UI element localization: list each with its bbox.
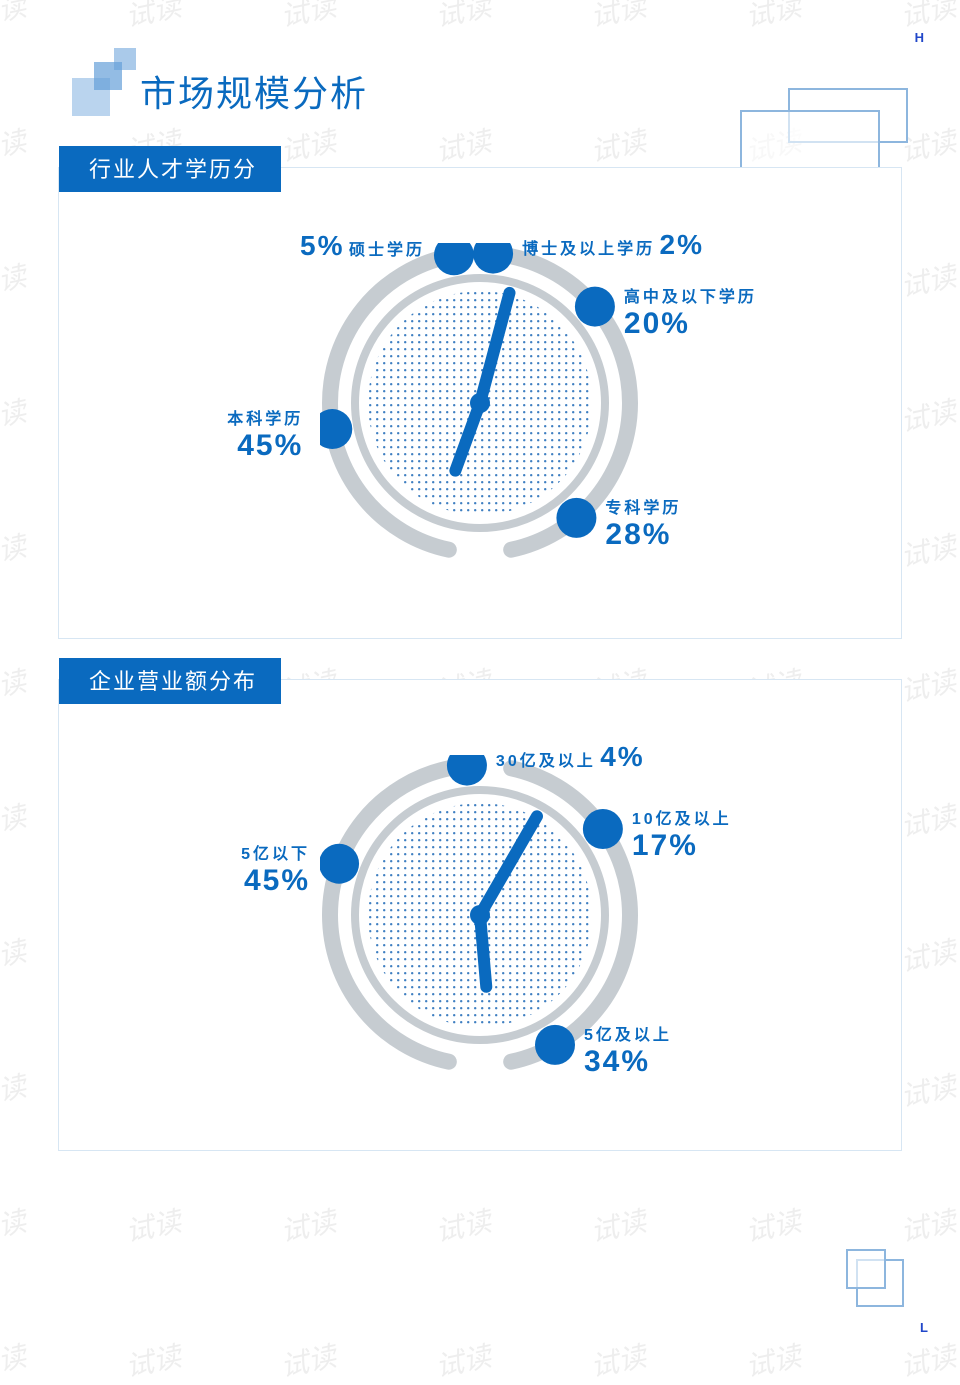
chart-datapoint: 5亿及以上34% (584, 1021, 672, 1078)
datapoint-label: 高中及以下学历 (624, 283, 757, 307)
datapoint-value: 45% (241, 864, 310, 897)
datapoint-label: 10亿及以上 (632, 805, 732, 829)
page-header: 市场规模分析 (0, 0, 960, 117)
chart-section: 行业人才学历分5% 硕士学历博士及以上学历 2%高中及以下学历20%专科学历28… (58, 167, 902, 639)
datapoint-value: 17% (632, 829, 732, 862)
chart-marker (575, 287, 615, 327)
chart-datapoint: 10亿及以上17% (632, 805, 732, 862)
datapoint-label: 硕士学历 (349, 242, 425, 259)
chart-area: 5% 硕士学历 博士及以上学历 2% 高中及以下学历20% 专科学历28% 本科学历45… (59, 168, 901, 638)
chart-marker (535, 1025, 575, 1065)
datapoint-label: 5亿及以上 (584, 1021, 672, 1045)
datapoint-value: 4% (600, 741, 644, 772)
datapoint-label: 博士及以上学历 (522, 241, 655, 258)
chart-datapoint: 5亿以下45% (241, 840, 310, 897)
chart-marker (434, 243, 474, 275)
chart-datapoint: 博士及以上学历 2% (522, 230, 704, 261)
chart-datapoint: 本科学历45% (227, 405, 303, 462)
corner-letter-l: L (920, 1320, 928, 1335)
chart-section: 企业营业额分布30亿及以上 4%10亿及以上17%5亿及以上34%5亿以下45% (58, 679, 902, 1151)
chart-marker (447, 755, 487, 786)
datapoint-value: 34% (584, 1045, 672, 1078)
datapoint-label: 本科学历 (227, 405, 303, 429)
chart-datapoint: 30亿及以上 4% (496, 742, 645, 773)
datapoint-value: 28% (605, 518, 681, 551)
datapoint-value: 20% (624, 307, 757, 340)
datapoint-value: 45% (227, 429, 303, 462)
header-deco-squares (52, 48, 132, 118)
chart-datapoint: 高中及以下学历20% (624, 283, 757, 340)
chart-datapoint: 5% 硕士学历 (300, 231, 425, 262)
datapoint-label: 30亿及以上 (496, 753, 596, 770)
section-title: 行业人才学历分 (59, 146, 281, 192)
chart-marker (556, 498, 596, 538)
chart-area: 30亿及以上 4% 10亿及以上17% 5亿及以上34% 5亿以下45% (59, 680, 901, 1150)
section-title: 企业营业额分布 (59, 658, 281, 704)
datapoint-label: 专科学历 (605, 494, 681, 518)
datapoint-value: 2% (660, 229, 704, 260)
chart-marker (583, 809, 623, 849)
page-title: 市场规模分析 (140, 65, 960, 117)
chart-datapoint: 专科学历28% (605, 494, 681, 551)
datapoint-label: 5亿以下 (241, 840, 310, 864)
datapoint-value: 5% (300, 230, 344, 261)
clock-chart (320, 243, 640, 563)
chart-marker (320, 844, 359, 884)
chart-marker (473, 243, 513, 274)
chart-marker (320, 409, 352, 449)
